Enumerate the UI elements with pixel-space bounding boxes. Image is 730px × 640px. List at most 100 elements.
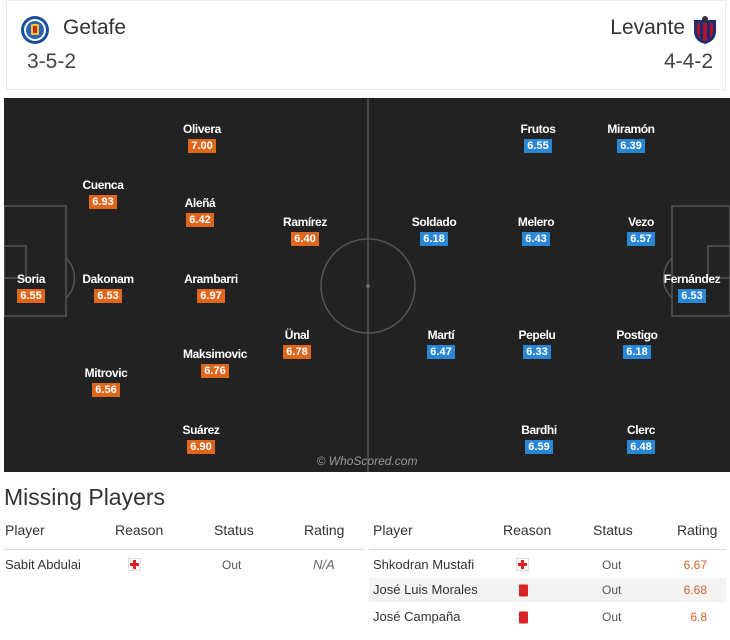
col-header-reason[interactable]: Reason bbox=[503, 522, 552, 538]
missing-player-rating: 6.68 bbox=[683, 583, 707, 597]
player-name: Vezo bbox=[628, 215, 654, 229]
player-marker-dakonam[interactable]: Dakonam 6.53 bbox=[62, 272, 154, 304]
player-marker-arambarri[interactable]: Arambarri 6.97 bbox=[165, 272, 257, 304]
player-marker-maksimovic[interactable]: Maksimovic 6.76 bbox=[169, 347, 261, 379]
player-rating-badge: 6.53 bbox=[94, 289, 122, 303]
header-divider bbox=[4, 549, 364, 550]
player-marker-suarez[interactable]: Suárez 6.90 bbox=[155, 423, 247, 455]
player-marker-marti[interactable]: Martí 6.47 bbox=[395, 328, 487, 360]
player-marker-pepelu[interactable]: Pepelu 6.33 bbox=[491, 328, 583, 360]
missing-players-title: Missing Players bbox=[4, 484, 166, 510]
player-name: Miramón bbox=[607, 122, 655, 136]
player-name: Clerc bbox=[626, 423, 656, 437]
player-marker-clerc[interactable]: Clerc 6.48 bbox=[595, 423, 687, 455]
player-rating-badge: 6.97 bbox=[197, 289, 225, 303]
player-marker-postigo[interactable]: Postigo 6.18 bbox=[591, 328, 683, 360]
missing-player-name[interactable]: José Luis Morales bbox=[373, 582, 478, 597]
player-name: Postigo bbox=[616, 328, 658, 342]
player-rating-badge: 6.56 bbox=[92, 383, 120, 397]
col-header-reason[interactable]: Reason bbox=[115, 522, 164, 538]
col-header-player[interactable]: Player bbox=[5, 522, 45, 538]
player-rating-badge: 6.76 bbox=[201, 364, 229, 378]
away-formation: 4-4-2 bbox=[663, 50, 713, 73]
missing-player-rating: 6.67 bbox=[683, 558, 707, 572]
player-name: Melero bbox=[517, 215, 555, 229]
player-rating-badge: 6.18 bbox=[420, 232, 448, 246]
player-marker-alena[interactable]: Aleñá 6.42 bbox=[154, 196, 246, 228]
player-rating-badge: 6.40 bbox=[291, 232, 319, 246]
missing-player-status: Out bbox=[602, 583, 622, 597]
player-rating-badge: 6.59 bbox=[525, 440, 553, 454]
injury-cross-icon bbox=[516, 558, 529, 571]
player-marker-frutos[interactable]: Frutos 6.55 bbox=[492, 122, 584, 154]
player-marker-soria[interactable]: Soria 6.55 bbox=[4, 272, 77, 304]
col-header-player[interactable]: Player bbox=[373, 522, 413, 538]
player-name: Aleñá bbox=[184, 196, 216, 210]
player-rating-badge: 6.42 bbox=[186, 213, 214, 227]
player-rating-badge: 6.18 bbox=[623, 345, 651, 359]
missing-player-name[interactable]: Shkodran Mustafi bbox=[373, 557, 475, 572]
player-marker-miramon[interactable]: Miramón 6.39 bbox=[585, 122, 677, 154]
player-name: Arambarri bbox=[184, 272, 238, 286]
player-name: Ünal bbox=[284, 328, 310, 342]
player-marker-cuenca[interactable]: Cuenca 6.93 bbox=[57, 178, 149, 210]
player-marker-mitrovic[interactable]: Mitrovic 6.56 bbox=[60, 366, 152, 398]
player-name: Pepelu bbox=[518, 328, 556, 342]
player-name: Martí bbox=[427, 328, 455, 342]
whoscored-watermark: © WhoScored.com bbox=[316, 454, 418, 468]
col-header-rating[interactable]: Rating bbox=[304, 522, 345, 538]
missing-players-table-away: Player Reason Status Rating Shkodran Mus… bbox=[365, 522, 730, 640]
player-marker-ramirez[interactable]: Ramírez 6.40 bbox=[259, 215, 351, 247]
player-name: Olivera bbox=[183, 122, 221, 136]
player-rating-badge: 6.43 bbox=[522, 232, 550, 246]
away-team-name[interactable]: Levante bbox=[610, 16, 685, 39]
player-rating-badge: 6.78 bbox=[283, 345, 311, 359]
pitch-markings bbox=[4, 98, 730, 472]
player-rating-badge: 6.33 bbox=[523, 345, 551, 359]
player-marker-bardhi[interactable]: Bardhi 6.59 bbox=[493, 423, 585, 455]
row-stripe bbox=[369, 578, 726, 602]
player-marker-vezo[interactable]: Vezo 6.57 bbox=[595, 215, 687, 247]
player-rating-badge: 6.39 bbox=[617, 139, 645, 153]
player-name: Maksimovic bbox=[182, 347, 248, 361]
levante-crest-icon[interactable] bbox=[690, 15, 720, 45]
player-marker-fernandez[interactable]: Fernández 6.53 bbox=[646, 272, 730, 304]
player-name: Soria bbox=[16, 272, 45, 286]
player-name: Ramírez bbox=[283, 215, 327, 229]
player-name: Fernández bbox=[663, 272, 721, 286]
player-rating-badge: 6.90 bbox=[187, 440, 215, 454]
red-card-icon bbox=[519, 611, 528, 624]
player-name: Mitrovic bbox=[84, 366, 128, 380]
player-name: Frutos bbox=[520, 122, 556, 136]
missing-player-name[interactable]: Sabit Abdulai bbox=[5, 557, 81, 572]
player-name: Soldado bbox=[411, 215, 457, 229]
player-rating-badge: 6.55 bbox=[524, 139, 552, 153]
missing-player-rating: N/A bbox=[313, 557, 335, 572]
getafe-crest-icon[interactable] bbox=[20, 15, 50, 45]
missing-player-name[interactable]: José Campaña bbox=[373, 609, 461, 624]
player-rating-badge: 6.93 bbox=[89, 195, 117, 209]
player-rating-badge: 6.57 bbox=[627, 232, 655, 246]
player-marker-melero[interactable]: Melero 6.43 bbox=[490, 215, 582, 247]
player-rating-badge: 7.00 bbox=[188, 139, 216, 153]
red-card-icon bbox=[519, 584, 528, 597]
player-rating-badge: 6.48 bbox=[627, 440, 655, 454]
missing-player-rating: 6.8 bbox=[690, 610, 707, 624]
header-divider bbox=[369, 549, 726, 550]
missing-player-status: Out bbox=[222, 558, 242, 572]
col-header-status[interactable]: Status bbox=[214, 522, 254, 538]
player-marker-unal[interactable]: Ünal 6.78 bbox=[251, 328, 343, 360]
home-team-name[interactable]: Getafe bbox=[63, 16, 127, 39]
injury-cross-icon bbox=[128, 558, 141, 571]
missing-player-status: Out bbox=[602, 610, 622, 624]
player-rating-badge: 6.47 bbox=[427, 345, 455, 359]
player-rating-badge: 6.55 bbox=[17, 289, 45, 303]
missing-players-table-home: Player Reason Status Rating Sabit Abdula… bbox=[0, 522, 365, 640]
col-header-rating[interactable]: Rating bbox=[677, 522, 718, 538]
col-header-status[interactable]: Status bbox=[593, 522, 633, 538]
player-marker-soldado[interactable]: Soldado 6.18 bbox=[388, 215, 480, 247]
player-name: Dakonam bbox=[82, 272, 134, 286]
missing-player-status: Out bbox=[602, 558, 622, 572]
team-header: Getafe 3-5-2 Levante 4-4-2 bbox=[6, 0, 726, 90]
player-marker-olivera[interactable]: Olivera 7.00 bbox=[156, 122, 248, 154]
